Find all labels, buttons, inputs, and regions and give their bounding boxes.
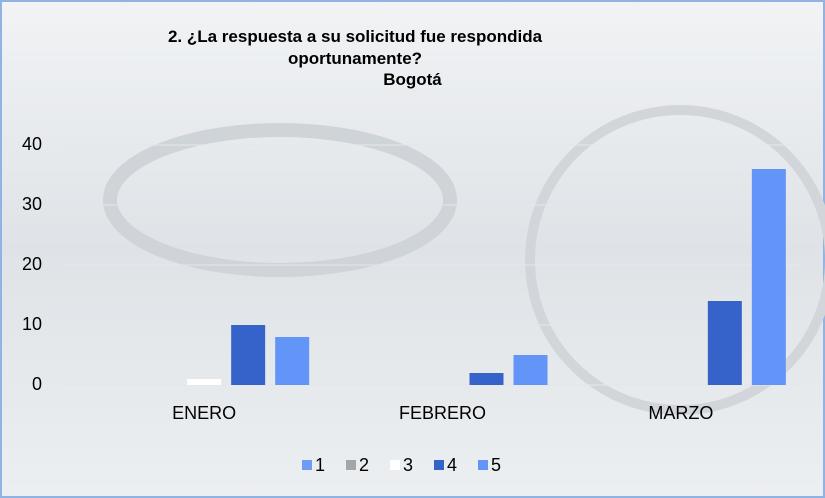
x-tick-label: MARZO <box>648 403 713 423</box>
legend-label: 4 <box>447 455 457 475</box>
chart-subtitle: Bogotá <box>383 70 442 89</box>
bar <box>707 301 742 385</box>
legend-label: 5 <box>491 455 501 475</box>
bar <box>469 373 504 385</box>
legend-swatch <box>434 460 444 470</box>
bar <box>751 169 786 385</box>
chart-title: 2. ¿La respuesta a su solicitud fue resp… <box>167 27 543 68</box>
y-tick-label: 30 <box>22 194 42 214</box>
legend-label: 2 <box>359 455 369 475</box>
legend-swatch <box>346 460 356 470</box>
bar <box>275 337 310 385</box>
y-tick-label: 40 <box>22 134 42 154</box>
y-tick-label: 0 <box>32 374 42 394</box>
y-tick-label: 20 <box>22 254 42 274</box>
legend-swatch <box>390 460 400 470</box>
x-tick-label: FEBRERO <box>399 403 486 423</box>
legend-label: 3 <box>403 455 413 475</box>
legend-swatch <box>478 460 488 470</box>
legend-label: 1 <box>315 455 325 475</box>
legend-swatch <box>302 460 312 470</box>
y-tick-label: 10 <box>22 314 42 334</box>
watermark <box>103 123 457 277</box>
x-tick-label: ENERO <box>172 403 236 423</box>
bar <box>231 325 266 385</box>
bar <box>187 379 222 385</box>
bar <box>513 355 548 385</box>
watermark <box>525 105 825 415</box>
